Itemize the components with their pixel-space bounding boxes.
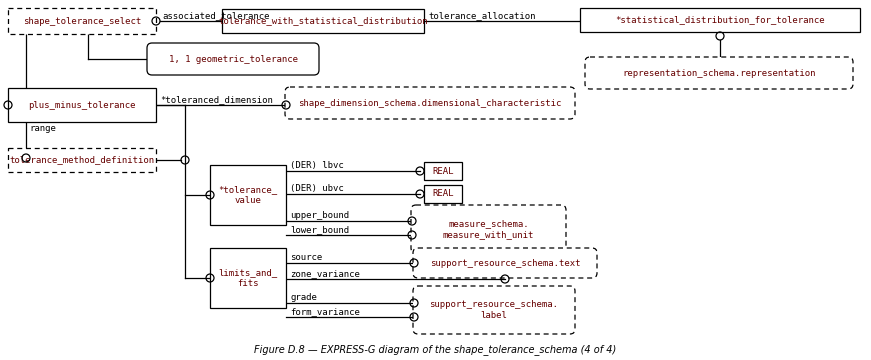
Text: range: range [29,124,56,133]
Text: REAL: REAL [432,189,454,198]
FancyBboxPatch shape [413,248,597,278]
Text: representation_schema.representation: representation_schema.representation [622,68,816,77]
Text: *statistical_distribution_for_tolerance: *statistical_distribution_for_tolerance [615,15,825,24]
Text: tolerance_method_definition: tolerance_method_definition [10,156,154,165]
Text: tolerance_allocation: tolerance_allocation [428,11,536,20]
Bar [210,248,286,308]
FancyBboxPatch shape [411,205,566,253]
Text: 1, 1 geometric_tolerance: 1, 1 geometric_tolerance [168,54,298,63]
Text: (DER) lbvc: (DER) lbvc [290,161,344,170]
Text: source: source [290,253,322,262]
Text: shape_tolerance_select: shape_tolerance_select [23,17,141,26]
Text: plus_minus_tolerance: plus_minus_tolerance [28,100,136,109]
Bar [210,165,286,225]
Text: measure_schema.
measure_with_unit: measure_schema. measure_with_unit [442,219,534,239]
FancyBboxPatch shape [285,87,575,119]
Bar [8,88,156,122]
Text: associated_tolerance: associated_tolerance [162,11,269,20]
Text: grade: grade [290,293,317,302]
Bar [424,185,462,203]
Bar [8,8,156,34]
Text: tolerance_with_statistical_distribution: tolerance_with_statistical_distribution [219,17,428,26]
Text: shape_dimension_schema.dimensional_characteristic: shape_dimension_schema.dimensional_chara… [298,99,562,108]
Text: support_resource_schema.
label: support_resource_schema. label [429,300,558,320]
FancyBboxPatch shape [413,286,575,334]
FancyBboxPatch shape [147,43,319,75]
Text: form_variance: form_variance [290,307,360,316]
Bar [424,162,462,180]
Text: support_resource_schema.text: support_resource_schema.text [429,258,580,267]
Text: (DER) ubvc: (DER) ubvc [290,184,344,193]
Text: zone_variance: zone_variance [290,269,360,278]
Bar [580,8,860,32]
Text: limits_and_
fits: limits_and_ fits [219,268,278,288]
Bar [222,9,424,33]
Text: upper_bound: upper_bound [290,211,349,220]
Bar [8,148,156,172]
Text: *toleranced_dimension: *toleranced_dimension [160,95,273,104]
Text: Figure D.8 — EXPRESS-G diagram of the shape_tolerance_schema (4 of 4): Figure D.8 — EXPRESS-G diagram of the sh… [254,344,617,355]
Text: lower_bound: lower_bound [290,225,349,234]
FancyBboxPatch shape [585,57,853,89]
Text: REAL: REAL [432,166,454,175]
Text: *tolerance_
value: *tolerance_ value [219,185,278,205]
